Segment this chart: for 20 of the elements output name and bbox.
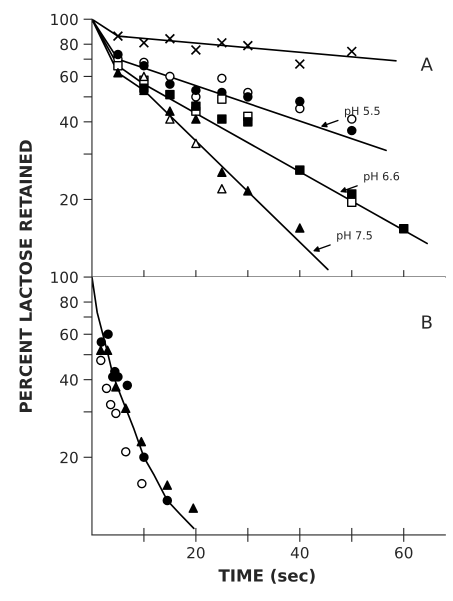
annotation: pH 5.5	[344, 106, 380, 118]
y-axis-title: PERCENT LACTOSE RETAINED	[19, 140, 32, 412]
x-axis-title: TIME (sec)	[218, 568, 315, 584]
annotation: pH 6.6	[364, 172, 400, 183]
x-tick-label: 40	[290, 546, 309, 559]
annotation: A	[420, 58, 433, 71]
x-tick-label: 20	[187, 546, 205, 559]
y-tick-label: 20	[60, 194, 78, 206]
y-tick-label: 100	[51, 272, 78, 284]
y-tick-label: 20	[60, 452, 78, 464]
y-tick-label: 100	[51, 14, 78, 26]
y-tick-label: 60	[60, 328, 78, 340]
y-tick-label: 80	[60, 296, 78, 308]
annotation: pH 7.5	[337, 231, 372, 242]
y-tick-label: 80	[60, 38, 78, 50]
x-tick-label: 60	[395, 546, 412, 559]
y-tick-label: 40	[60, 374, 78, 386]
annotation: B	[422, 315, 432, 329]
y-tick-label: 40	[60, 116, 78, 128]
y-tick-label: 60	[60, 70, 78, 82]
